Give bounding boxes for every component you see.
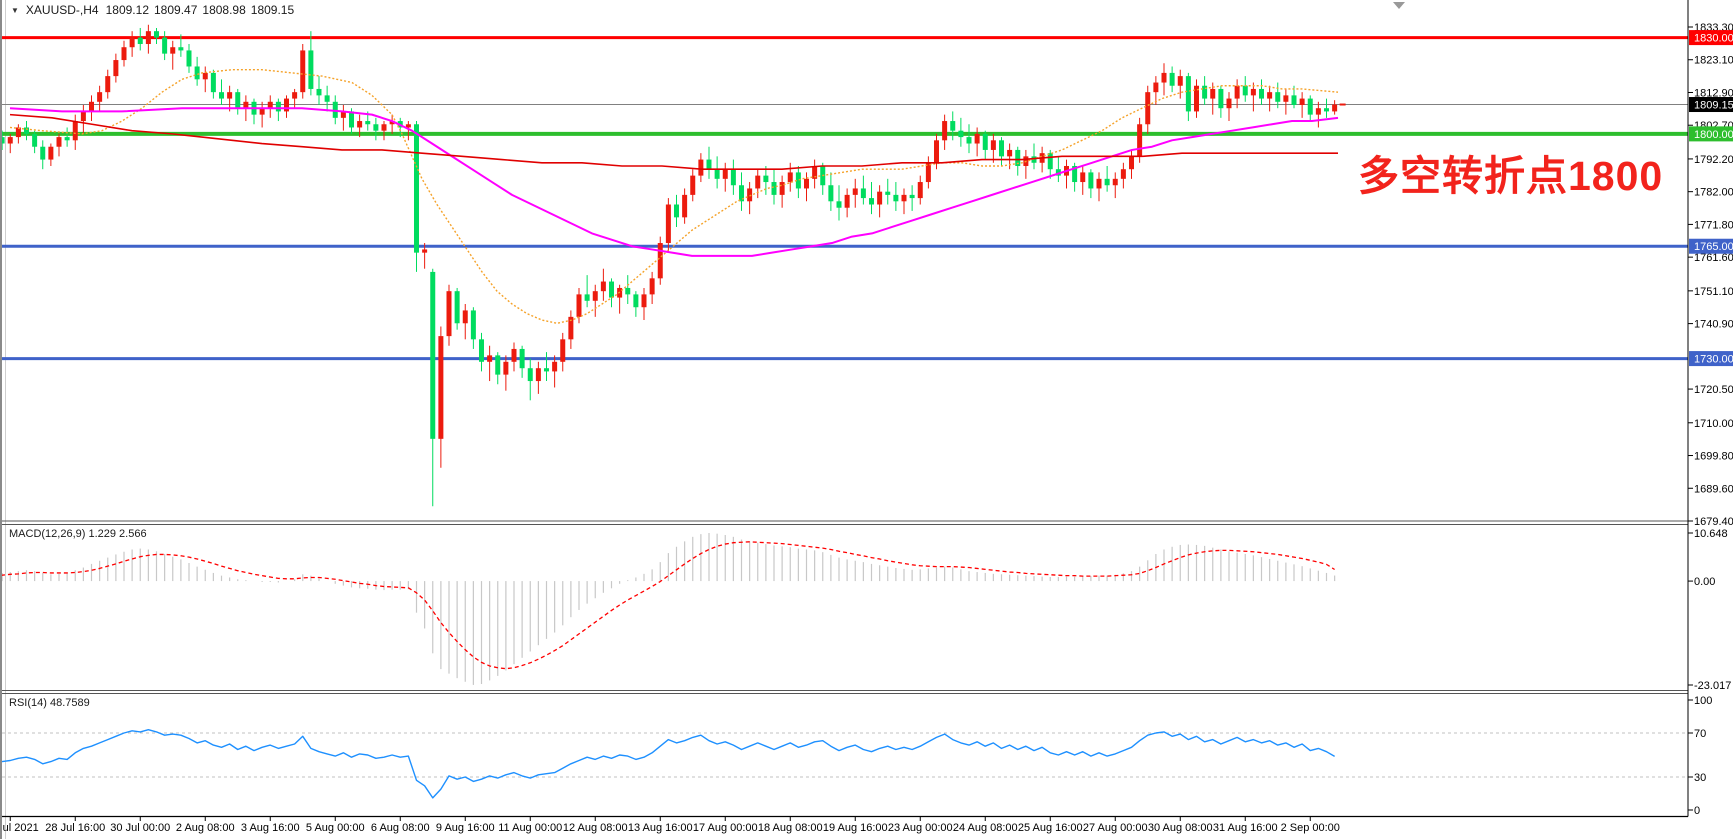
svg-text:1823.10: 1823.10 — [1694, 55, 1733, 67]
svg-text:1782.00: 1782.00 — [1694, 187, 1733, 199]
svg-text:13 Aug 16:00: 13 Aug 16:00 — [628, 822, 693, 834]
svg-text:30 Aug 08:00: 30 Aug 08:00 — [1148, 822, 1213, 834]
svg-text:24 Aug 08:00: 24 Aug 08:00 — [953, 822, 1018, 834]
svg-text:-23.017: -23.017 — [1694, 680, 1731, 692]
svg-text:19 Aug 16:00: 19 Aug 16:00 — [823, 822, 888, 834]
svg-text:1699.80: 1699.80 — [1694, 451, 1733, 463]
svg-text:1812.90: 1812.90 — [1694, 87, 1733, 99]
svg-text:2 Aug 08:00: 2 Aug 08:00 — [176, 822, 235, 834]
svg-text:1771.80: 1771.80 — [1694, 219, 1733, 231]
svg-text:1730.00: 1730.00 — [1694, 354, 1733, 366]
svg-text:25 Aug 16:00: 25 Aug 16:00 — [1018, 822, 1083, 834]
svg-text:18 Aug 08:00: 18 Aug 08:00 — [758, 822, 823, 834]
svg-text:6 Aug 08:00: 6 Aug 08:00 — [371, 822, 430, 834]
svg-text:70: 70 — [1694, 728, 1706, 740]
svg-text:9 Aug 16:00: 9 Aug 16:00 — [436, 822, 495, 834]
ma-slow-red — [9, 113, 1338, 170]
svg-text:1761.60: 1761.60 — [1694, 252, 1733, 264]
svg-text:100: 100 — [1694, 695, 1712, 707]
svg-text:1830.00: 1830.00 — [1694, 33, 1733, 45]
svg-text:1689.60: 1689.60 — [1694, 483, 1733, 495]
svg-text:27 Jul 2021: 27 Jul 2021 — [2, 822, 39, 834]
chart-shift-marker-icon[interactable] — [1393, 2, 1405, 9]
svg-text:30 Jul 00:00: 30 Jul 00:00 — [110, 822, 170, 834]
svg-text:17 Aug 00:00: 17 Aug 00:00 — [693, 822, 758, 834]
chart-header: ▼ XAUUSD-,H4 1809.12 1809.47 1808.98 1809.15 — [11, 3, 294, 17]
svg-text:1792.20: 1792.20 — [1694, 154, 1733, 166]
ma-fast-orange — [9, 68, 1339, 324]
ma-mid-magenta — [9, 107, 1339, 257]
svg-text:3 Aug 16:00: 3 Aug 16:00 — [241, 822, 300, 834]
close-value: 1809.15 — [250, 3, 295, 17]
svg-text:1800.00: 1800.00 — [1694, 129, 1733, 141]
rsi-panel[interactable] — [2, 729, 1688, 799]
svg-text:1751.10: 1751.10 — [1694, 286, 1733, 298]
open-value: 1809.12 — [105, 3, 149, 17]
macd-panel[interactable] — [2, 533, 1336, 685]
turning-point-annotation[interactable]: 多空转折点1800 — [1358, 153, 1664, 199]
svg-text:12 Aug 08:00: 12 Aug 08:00 — [563, 822, 628, 834]
price-axis[interactable]: 1833.301823.101812.901802.701792.201782.… — [1688, 22, 1733, 528]
price-panel[interactable] — [2, 2, 1688, 507]
svg-text:1740.90: 1740.90 — [1694, 319, 1733, 331]
high-value: 1809.47 — [154, 3, 198, 17]
svg-text:28 Jul 16:00: 28 Jul 16:00 — [45, 822, 105, 834]
svg-text:10.648: 10.648 — [1694, 528, 1728, 540]
svg-text:0: 0 — [1694, 805, 1700, 817]
svg-text:27 Aug 00:00: 27 Aug 00:00 — [1083, 822, 1148, 834]
svg-text:1765.00: 1765.00 — [1694, 241, 1733, 253]
candlesticks[interactable] — [2, 24, 1338, 507]
indicator-axes: 10.648 0.00 -23.017 100 70 30 0 — [1688, 528, 1731, 817]
svg-text:5 Aug 00:00: 5 Aug 00:00 — [306, 822, 365, 834]
svg-text:1710.00: 1710.00 — [1694, 418, 1733, 430]
svg-text:11 Aug 00:00: 11 Aug 00:00 — [498, 822, 562, 834]
macd-indicator-label: MACD(12,26,9) 1.229 2.566 — [9, 528, 147, 540]
low-value: 1808.98 — [202, 3, 246, 17]
svg-text:1679.40: 1679.40 — [1694, 516, 1733, 528]
svg-text:1720.50: 1720.50 — [1694, 384, 1733, 396]
ohlc-collapse-icon[interactable]: ▼ — [11, 6, 19, 15]
symbol-period-label: XAUUSD-,H4 — [25, 3, 99, 17]
svg-text:23 Aug 00:00: 23 Aug 00:00 — [888, 822, 953, 834]
svg-text:30: 30 — [1694, 772, 1706, 784]
svg-text:31 Aug 16:00: 31 Aug 16:00 — [1213, 822, 1278, 834]
svg-text:0.00: 0.00 — [1694, 576, 1715, 588]
svg-text:1809.15: 1809.15 — [1694, 100, 1733, 112]
panel-frame — [2, 0, 1689, 818]
time-axis[interactable]: 27 Jul 2021 28 Jul 16:00 30 Jul 00:00 2 Aug… — [2, 816, 1340, 835]
rsi-indicator-label: RSI(14) 48.7589 — [9, 697, 90, 709]
svg-text:2 Sep 00:00: 2 Sep 00:00 — [1281, 822, 1340, 834]
